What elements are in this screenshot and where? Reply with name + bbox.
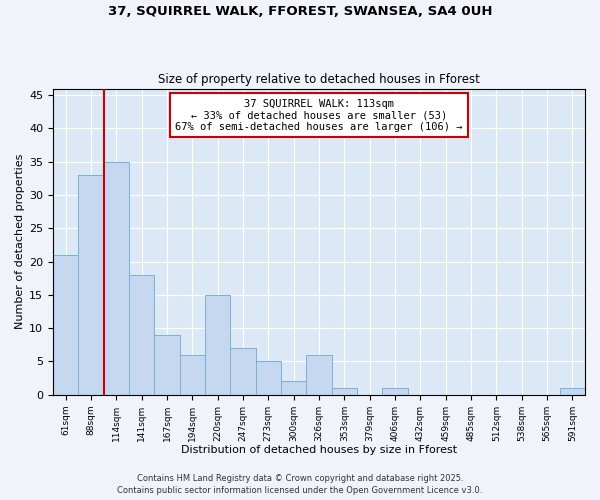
Bar — [382, 388, 407, 394]
Bar — [104, 162, 129, 394]
Bar — [53, 255, 79, 394]
Bar — [560, 388, 585, 394]
Bar — [256, 362, 281, 394]
Bar — [154, 335, 179, 394]
Title: Size of property relative to detached houses in Fforest: Size of property relative to detached ho… — [158, 73, 480, 86]
Bar — [79, 175, 104, 394]
Bar — [230, 348, 256, 395]
Y-axis label: Number of detached properties: Number of detached properties — [15, 154, 25, 330]
Text: 37, SQUIRREL WALK, FFOREST, SWANSEA, SA4 0UH: 37, SQUIRREL WALK, FFOREST, SWANSEA, SA4… — [108, 5, 492, 18]
Text: Contains HM Land Registry data © Crown copyright and database right 2025.
Contai: Contains HM Land Registry data © Crown c… — [118, 474, 482, 495]
X-axis label: Distribution of detached houses by size in Fforest: Distribution of detached houses by size … — [181, 445, 457, 455]
Bar — [205, 295, 230, 394]
Bar — [179, 355, 205, 395]
Bar — [307, 355, 332, 395]
Text: 37 SQUIRREL WALK: 113sqm
← 33% of detached houses are smaller (53)
67% of semi-d: 37 SQUIRREL WALK: 113sqm ← 33% of detach… — [175, 98, 463, 132]
Bar — [281, 382, 307, 394]
Bar — [129, 275, 154, 394]
Bar — [332, 388, 357, 394]
